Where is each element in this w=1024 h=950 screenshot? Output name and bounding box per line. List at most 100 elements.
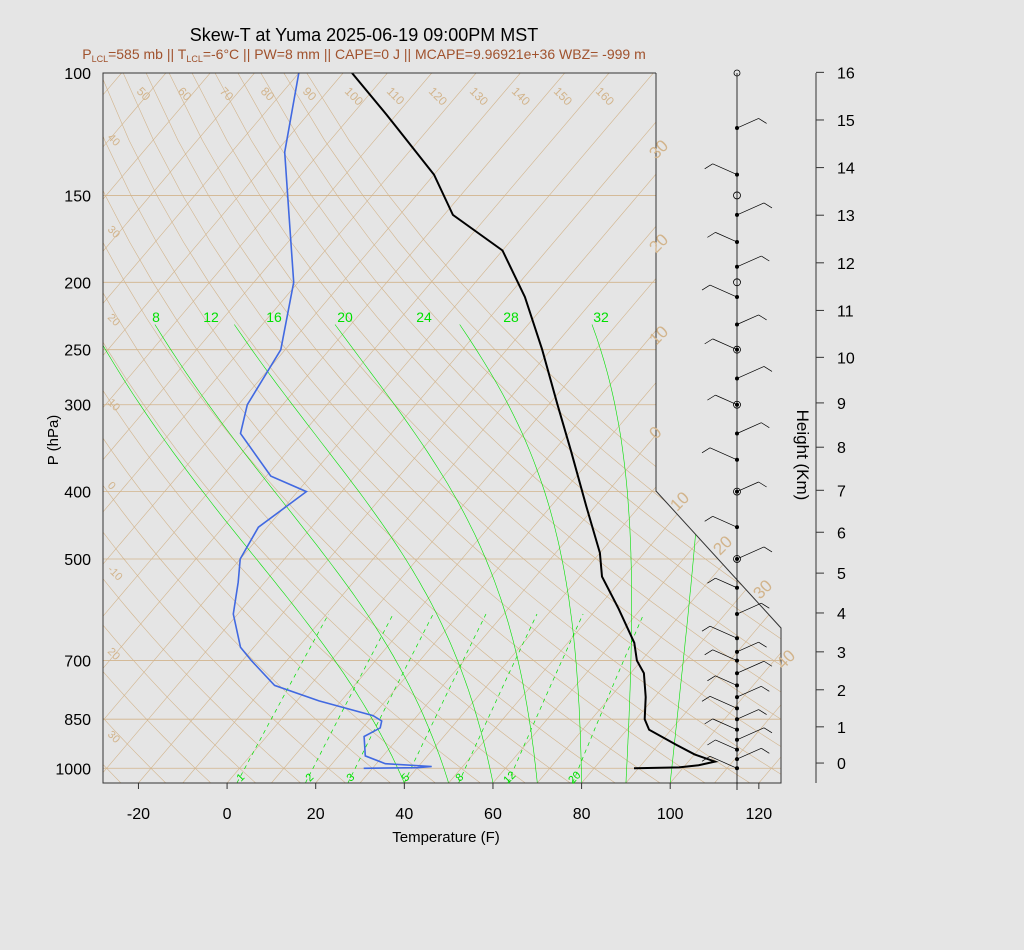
isotherm-line bbox=[103, 73, 698, 783]
mixing-ratio-line bbox=[507, 613, 584, 783]
mixing-ratio-label-bottom: 8 bbox=[453, 771, 466, 784]
dry-adiabat bbox=[168, 73, 781, 783]
isotherm-line bbox=[625, 73, 781, 783]
height-tick-label: 9 bbox=[837, 396, 846, 413]
x-tick-label: 40 bbox=[395, 806, 413, 823]
height-tick-label: 5 bbox=[837, 566, 846, 583]
wind-barb bbox=[736, 481, 759, 492]
isotherm-line bbox=[404, 73, 781, 783]
wind-barb bbox=[736, 602, 762, 615]
dry-adiabat bbox=[103, 73, 706, 783]
wind-barb-flag bbox=[701, 284, 711, 291]
wind-barb bbox=[736, 255, 762, 268]
height-tick-label: 6 bbox=[837, 525, 846, 542]
mixing-ratio-label: 8 bbox=[152, 309, 160, 325]
wind-ring bbox=[733, 345, 741, 354]
dry-adiabat bbox=[103, 73, 301, 783]
dry-adiabat bbox=[214, 73, 781, 783]
isotherm-line bbox=[803, 73, 1024, 783]
isotherm-side-label: 30 bbox=[105, 224, 122, 241]
isotherm-label: 70 bbox=[217, 84, 237, 104]
wind-barb bbox=[736, 202, 765, 216]
wind-barb-flag bbox=[761, 747, 770, 754]
series-line-dewpoint bbox=[232, 73, 432, 770]
isotherm-line bbox=[103, 73, 300, 783]
height-tick-label: 3 bbox=[837, 645, 846, 662]
x-tick-label: -20 bbox=[127, 806, 150, 823]
pressure-tick-label: 700 bbox=[64, 654, 91, 671]
isotherm-line bbox=[492, 73, 781, 783]
x-tick-label: 80 bbox=[573, 806, 591, 823]
wind-barb bbox=[712, 516, 738, 528]
profile-lines bbox=[232, 73, 719, 770]
moist-adiabat bbox=[459, 324, 582, 783]
wind-barb-flag bbox=[701, 696, 711, 702]
wind-barb-flag bbox=[701, 625, 711, 632]
isotherm-line bbox=[271, 73, 781, 783]
isotherm-side-label: -10 bbox=[105, 564, 125, 584]
height-tick-label: 1 bbox=[837, 720, 846, 737]
x-tick-label: 60 bbox=[484, 806, 502, 823]
isotherm-line bbox=[226, 73, 781, 783]
dry-adiabat bbox=[103, 73, 481, 783]
height-tick-label: 12 bbox=[837, 256, 855, 273]
height-tick-label: 14 bbox=[837, 161, 855, 178]
isotherm-side-label: 30 bbox=[105, 729, 122, 746]
isotherm-right-label: 30 bbox=[645, 136, 672, 163]
wind-barb bbox=[736, 314, 759, 325]
dry-adiabat bbox=[283, 73, 781, 783]
wind-barb bbox=[736, 747, 762, 760]
dry-adiabat bbox=[145, 73, 781, 783]
mixing-ratio-line bbox=[403, 613, 487, 783]
dry-adiabat bbox=[103, 73, 751, 783]
wind-ring bbox=[733, 400, 741, 409]
height-tick-label: 10 bbox=[837, 350, 855, 367]
mixing-ratio-label: 24 bbox=[416, 309, 432, 325]
dry-adiabat bbox=[103, 73, 167, 783]
dry-adiabat bbox=[122, 73, 781, 783]
wind-barb bbox=[715, 739, 738, 750]
plot-frame bbox=[102, 72, 782, 784]
chart-title: Skew-T at Yuma 2025-06-19 09:00PM MST bbox=[190, 25, 539, 45]
isotherm-line bbox=[669, 73, 781, 783]
moist-adiabat bbox=[103, 324, 405, 783]
isotherm-label: 150 bbox=[551, 84, 575, 108]
dry-adiabat bbox=[103, 73, 346, 783]
isotherm-label: 50 bbox=[134, 84, 154, 104]
isotherm-line bbox=[182, 73, 781, 783]
wind-barb-flag bbox=[758, 709, 767, 715]
moist-adiabat bbox=[154, 324, 449, 783]
isotherm-label: 140 bbox=[509, 84, 533, 108]
wind-barb-flag bbox=[763, 546, 773, 553]
wind-barb-flag bbox=[701, 755, 711, 762]
subtitle-t-sub: LCL bbox=[186, 54, 203, 64]
isotherm-line bbox=[847, 73, 1024, 783]
dry-adiabat bbox=[260, 73, 781, 783]
moist-adiabat bbox=[234, 324, 494, 783]
isotherm-label: 90 bbox=[300, 84, 320, 104]
mixing-ratio-line bbox=[572, 613, 645, 783]
dry-adiabat bbox=[103, 73, 391, 783]
wind-barb bbox=[736, 660, 765, 674]
isotherm-side-label: 20 bbox=[105, 312, 122, 329]
wind-barb-flag bbox=[763, 660, 773, 667]
height-tick-label: 15 bbox=[837, 113, 855, 130]
wind-barb bbox=[715, 675, 738, 686]
isotherm-line bbox=[103, 73, 477, 783]
height-tick-label: 0 bbox=[837, 756, 846, 773]
height-tick-label: 13 bbox=[837, 208, 855, 225]
isotherm-label: 130 bbox=[467, 84, 491, 108]
isotherm-line bbox=[103, 73, 432, 783]
x-tick-label: 120 bbox=[745, 806, 772, 823]
x-tick-label: 20 bbox=[307, 806, 325, 823]
wind-barb bbox=[736, 709, 759, 720]
isotherm-label: 120 bbox=[426, 84, 450, 108]
wind-barb-flag bbox=[758, 314, 767, 321]
dry-adiabat bbox=[103, 73, 571, 783]
isotherm-line bbox=[537, 73, 781, 783]
wind-barb bbox=[736, 641, 759, 653]
grid-lines bbox=[103, 73, 1024, 783]
mixing-ratio-label: 20 bbox=[337, 309, 353, 325]
isotherm-line bbox=[103, 73, 521, 783]
